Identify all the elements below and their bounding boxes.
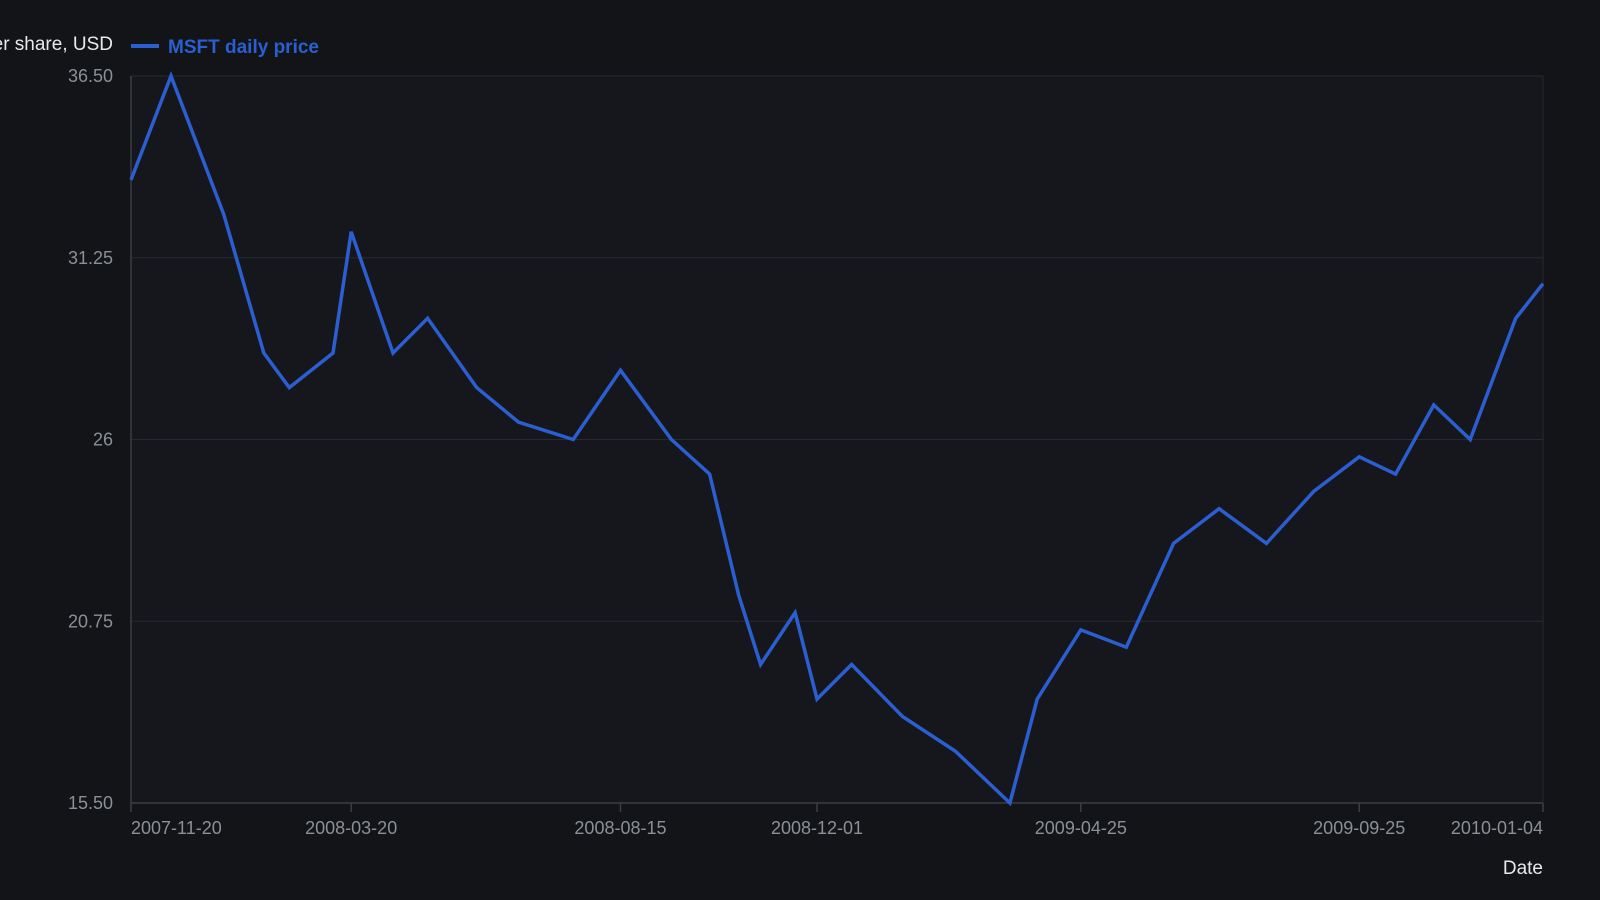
legend-label: MSFT daily price <box>168 37 319 58</box>
x-axis-title: Date <box>1503 858 1543 879</box>
series-line-msft <box>129 71 1545 807</box>
x-tick-label: 2008-12-01 <box>771 818 863 838</box>
x-tick-label: 2009-09-25 <box>1313 818 1405 838</box>
series-layer <box>129 71 1545 807</box>
x-tick-label: 2010-01-04 <box>1451 818 1543 838</box>
y-tick-label: 15.50 <box>68 793 113 813</box>
y-tick-label: 26 <box>93 430 113 450</box>
x-tick-label: 2008-03-20 <box>305 818 397 838</box>
x-tick-label: 2008-08-15 <box>574 818 666 838</box>
axes: 15.50 20.75 26 31.25 36.50 2007-11-20 2008-03-… <box>68 66 1544 838</box>
y-tick-label: 20.75 <box>68 611 113 631</box>
y-tick-label: 31.25 <box>68 248 113 268</box>
x-tick-label: 2007-11-20 <box>131 818 222 838</box>
x-tick-label: 2009-04-25 <box>1035 818 1127 838</box>
y-axis-title: er share, USD <box>0 34 113 55</box>
y-tick-label: 36.50 <box>68 66 113 86</box>
legend: MSFT daily price <box>131 37 319 58</box>
